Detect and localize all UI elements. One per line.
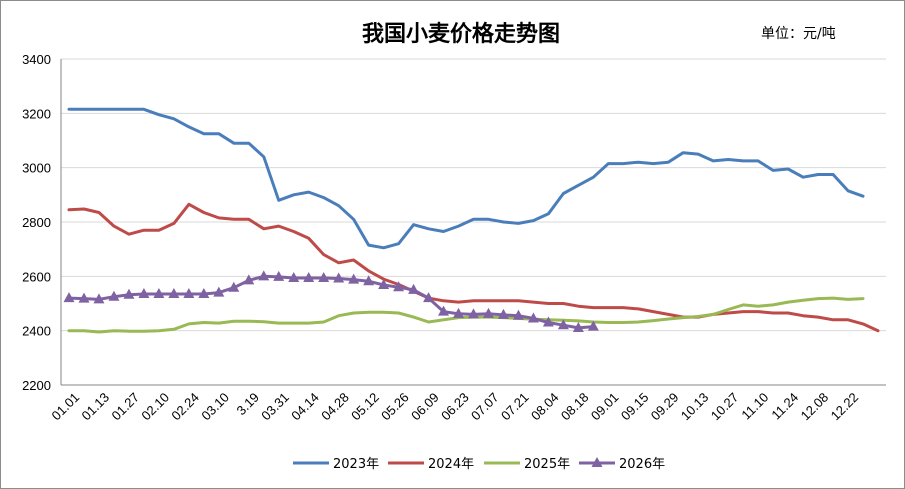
chart-title: 我国小麦价格走势图 <box>362 21 560 47</box>
unit-label: 单位：元/吨 <box>761 26 836 42</box>
legend-label: 2024年 <box>428 457 474 472</box>
data-point <box>333 272 345 283</box>
data-point <box>378 279 390 290</box>
x-tick-label: 10.13 <box>678 390 712 424</box>
x-tick-label: 01.13 <box>79 390 113 424</box>
legend: 2023年 2024年 2025年 2026年 <box>293 457 665 472</box>
x-tick-label: 08.04 <box>528 390 562 424</box>
data-point <box>393 281 405 292</box>
x-tick-label: 08.18 <box>558 390 592 424</box>
data-point <box>243 274 255 285</box>
y-tick-label: 3000 <box>22 161 51 176</box>
x-tick-label: 3.19 <box>233 390 262 419</box>
x-tick-label: 04.28 <box>318 390 352 424</box>
data-point <box>198 287 210 298</box>
x-tick-label: 09.15 <box>618 390 652 424</box>
data-point <box>258 270 270 281</box>
x-tick-label: 02.24 <box>168 390 202 424</box>
legend-label: 2026年 <box>619 457 665 472</box>
x-tick-label: 03.10 <box>198 390 232 424</box>
x-tick-label: 01.01 <box>49 390 83 424</box>
x-tick-label: 09.01 <box>588 390 622 424</box>
data-point <box>138 287 150 298</box>
x-tick-label: 12.08 <box>798 390 832 424</box>
x-tick-label: 10.27 <box>708 390 742 424</box>
data-point <box>288 271 300 282</box>
x-tick-label: 11.10 <box>738 390 771 423</box>
data-point <box>542 316 554 327</box>
data-point <box>183 287 195 298</box>
x-tick-label: 06.23 <box>438 390 472 424</box>
y-tick-label: 2200 <box>22 378 51 393</box>
gridlines <box>60 58 886 386</box>
y-tick-label: 2800 <box>22 215 51 230</box>
data-point <box>318 271 330 282</box>
series-line-2023年 <box>67 107 865 250</box>
data-point <box>273 270 285 281</box>
x-tick-label: 11.24 <box>768 390 801 423</box>
y-tick-label: 3400 <box>22 52 51 67</box>
data-point <box>168 287 180 298</box>
x-tick-label: 07.07 <box>468 390 502 424</box>
data-point <box>512 309 524 320</box>
data-point <box>497 308 509 319</box>
x-tick-label: 09.29 <box>648 390 682 424</box>
y-axis-ticks: 2200 2400 2600 2800 3000 3200 3400 <box>22 52 51 393</box>
data-point <box>423 292 435 303</box>
series-line-2025年 <box>67 296 865 334</box>
data-point <box>153 287 165 298</box>
data-point <box>482 307 494 318</box>
legend-label: 2025年 <box>524 457 570 472</box>
data-point <box>78 292 90 303</box>
legend-label: 2023年 <box>333 457 379 472</box>
data-point <box>363 275 375 286</box>
data-point <box>453 307 465 318</box>
data-point <box>93 293 105 304</box>
x-tick-label: 07.21 <box>498 390 532 424</box>
data-point <box>63 292 75 303</box>
legend-marker <box>591 457 603 467</box>
data-point <box>572 321 584 332</box>
x-tick-label: 06.09 <box>408 390 442 424</box>
x-tick-label: 04.14 <box>288 390 322 424</box>
data-point <box>408 283 420 294</box>
data-point <box>348 273 360 284</box>
x-tick-label: 02.10 <box>138 390 172 424</box>
x-tick-label: 03.31 <box>258 390 292 424</box>
x-tick-label: 05.26 <box>378 390 412 424</box>
data-point <box>213 286 225 297</box>
series-line-2024年 <box>67 202 880 333</box>
data-point <box>468 308 479 319</box>
y-tick-label: 2400 <box>22 324 51 339</box>
data-point <box>438 305 450 316</box>
data-point <box>303 271 315 282</box>
data-point <box>527 312 539 323</box>
data-point <box>557 319 569 330</box>
x-tick-label: 01.27 <box>108 390 142 424</box>
data-point <box>228 281 240 292</box>
series-lines <box>63 107 880 334</box>
data-point <box>123 288 135 299</box>
y-tick-label: 2600 <box>22 269 51 284</box>
x-tick-label: 05.12 <box>348 390 382 424</box>
x-tick-label: 12.22 <box>828 390 862 424</box>
data-point <box>108 290 120 301</box>
data-point <box>587 320 599 331</box>
y-tick-label: 3200 <box>22 106 51 121</box>
